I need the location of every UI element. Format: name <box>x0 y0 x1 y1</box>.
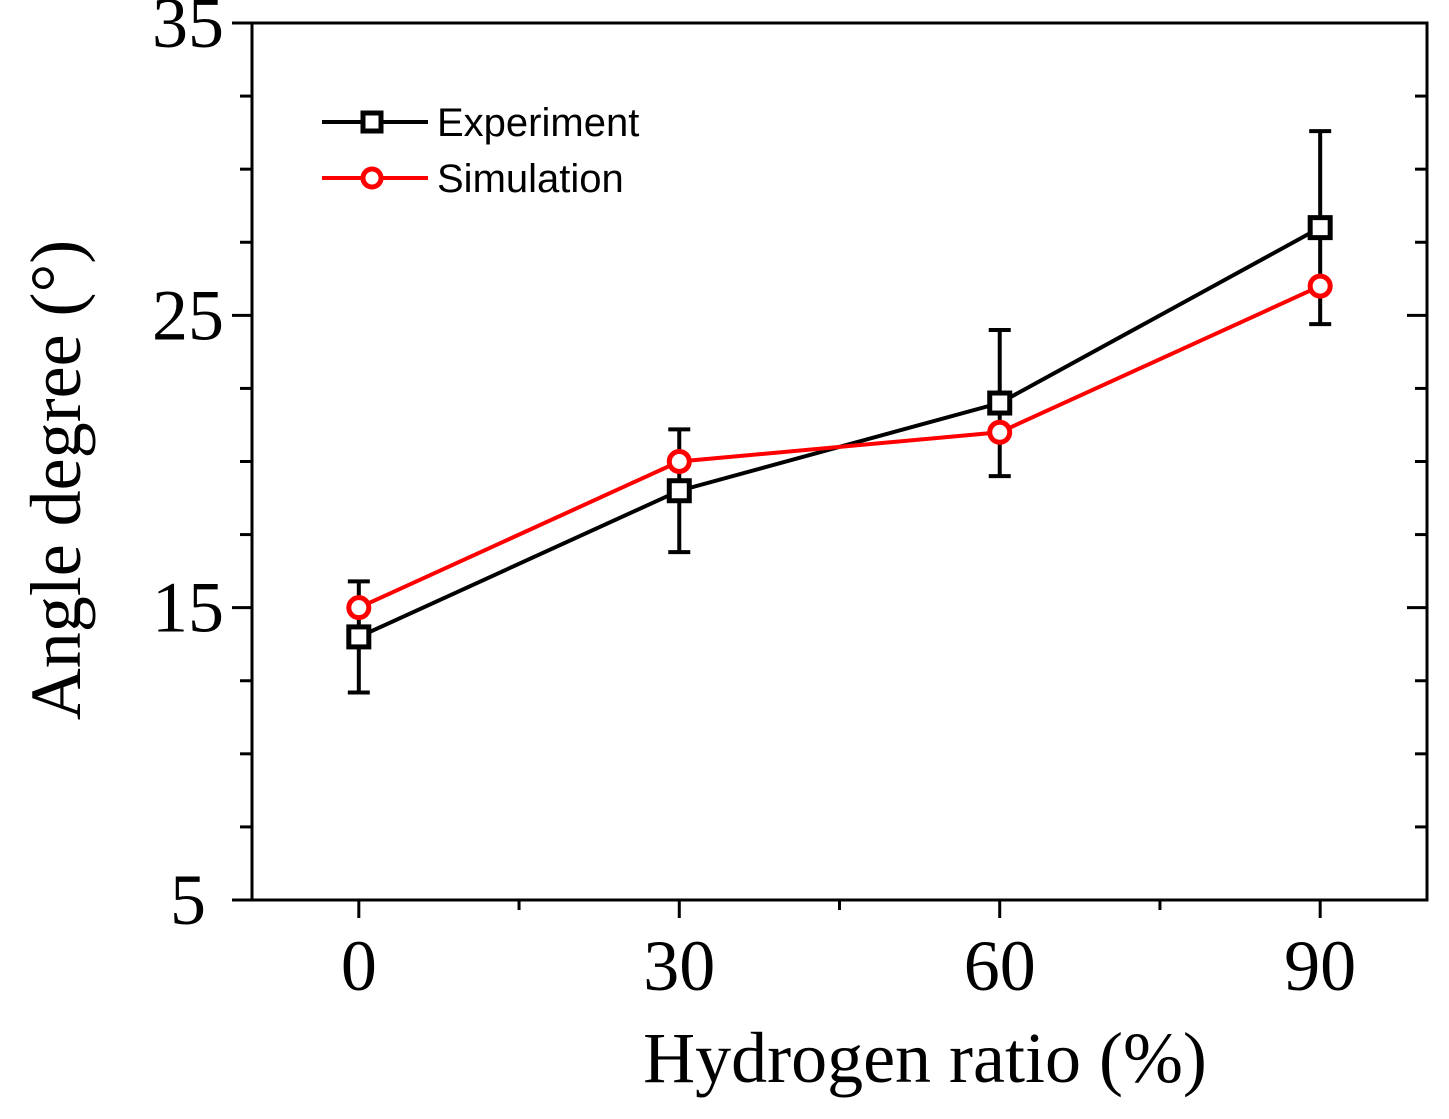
series-line-experiment <box>357 225 1322 639</box>
y-tick-label: 5 <box>170 860 206 940</box>
data-point-simulation <box>666 449 692 474</box>
legend: Experiment Simulation <box>322 101 639 201</box>
data-point-experiment <box>666 478 692 504</box>
x-tick-label: 90 <box>1284 926 1356 1006</box>
data-point-simulation <box>1307 273 1333 299</box>
series-markers <box>346 215 1333 650</box>
y-tick-label: 15 <box>152 568 224 648</box>
data-point-experiment <box>987 390 1013 416</box>
y-tick-label: 25 <box>152 275 224 355</box>
legend-marker-experiment <box>360 110 384 134</box>
series-lines <box>357 225 1322 639</box>
x-tick-label: 0 <box>341 926 377 1006</box>
tick-labels: 5 15 25 35 0 30 60 90 <box>152 0 1356 1006</box>
x-tick-label: 30 <box>643 926 715 1006</box>
legend-marker-simulation <box>360 166 384 190</box>
error-bars <box>347 129 1332 695</box>
axis-ticks <box>232 21 1427 918</box>
x-axis-title: Hydrogen ratio (%) <box>643 1018 1207 1098</box>
plot-frame <box>250 21 1429 902</box>
series-line-simulation <box>357 284 1322 610</box>
x-tick-label: 60 <box>964 926 1036 1006</box>
data-point-experiment <box>1307 215 1333 241</box>
data-point-simulation <box>346 595 372 621</box>
legend-label-simulation: Simulation <box>437 157 624 201</box>
data-point-simulation <box>987 419 1013 445</box>
y-axis-title: Angle degree (°) <box>16 240 96 721</box>
y-tick-label: 35 <box>152 0 224 63</box>
data-point-experiment <box>346 624 372 650</box>
legend-label-experiment: Experiment <box>437 101 639 145</box>
